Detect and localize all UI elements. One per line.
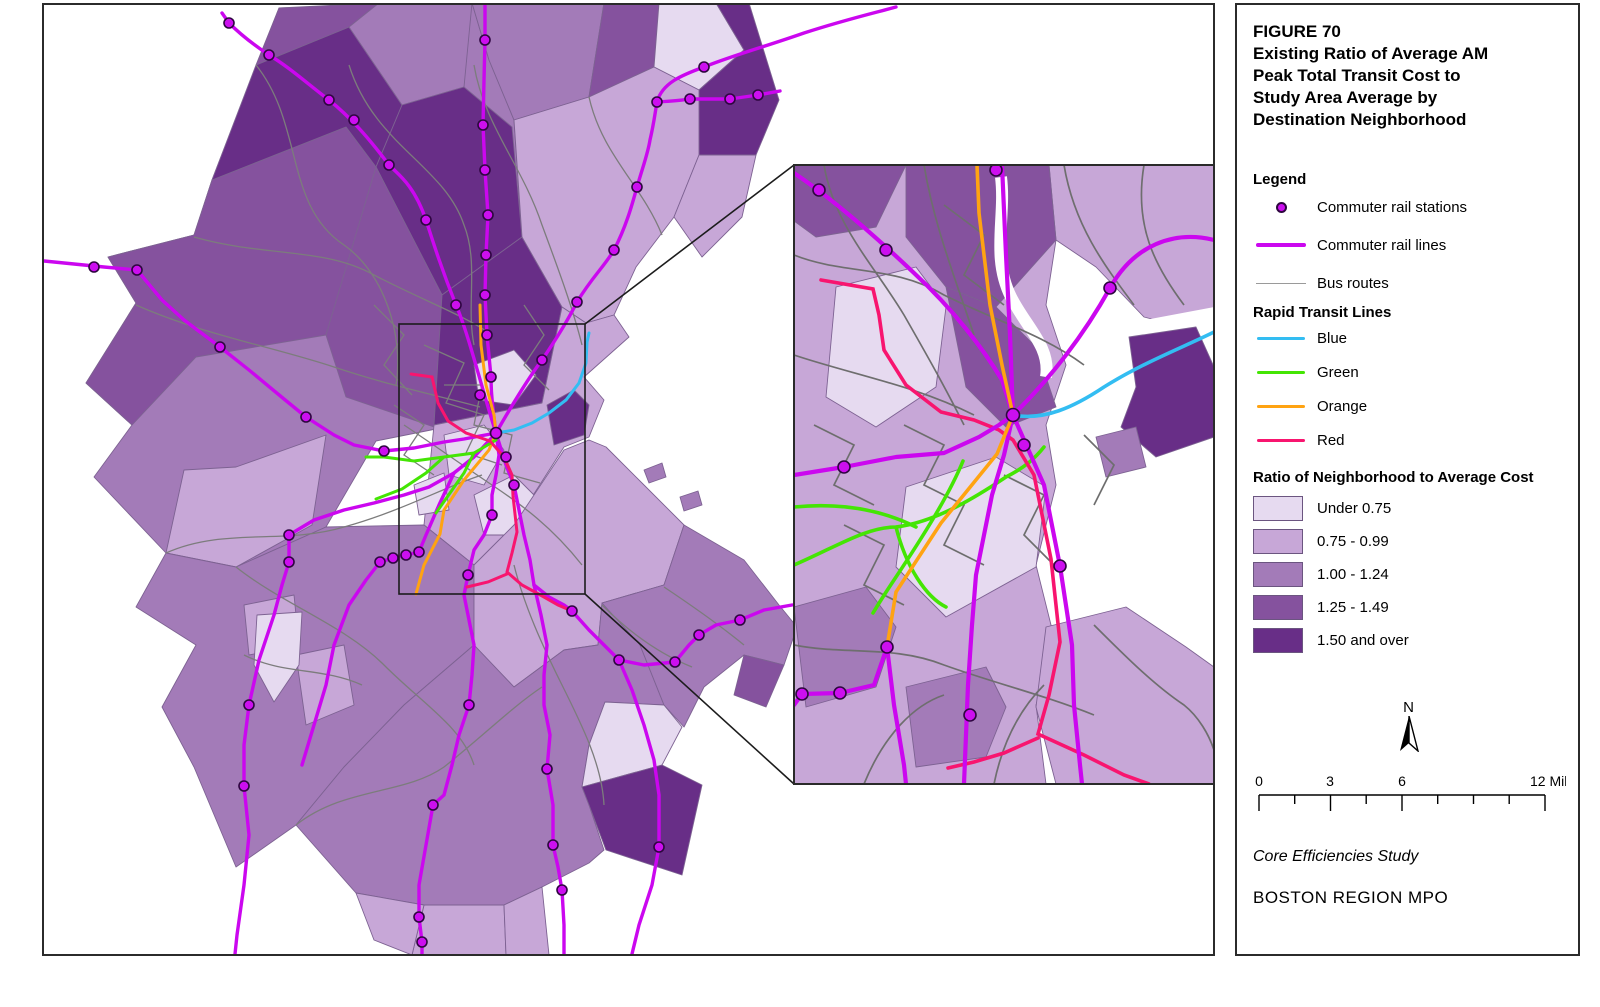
inset-connector-lines (584, 164, 795, 785)
ratio-class-under-075: Under 0.75 (1253, 492, 1564, 525)
scale-bar-ticks (1258, 794, 1546, 811)
north-label: N (1403, 699, 1414, 716)
inset-border (793, 164, 1213, 785)
ratio-class-label: 1.50 and over (1317, 632, 1409, 649)
ratio-swatch (1253, 496, 1303, 521)
agency-name: BOSTON REGION MPO (1253, 888, 1449, 907)
legend-item-label: Bus routes (1317, 274, 1389, 292)
figure-title-line-2: Peak Total Transit Cost to (1253, 66, 1461, 85)
red-line-icon (1257, 438, 1305, 442)
rapid-transit-label: Orange (1317, 397, 1368, 415)
main-map-frame (42, 3, 1215, 956)
ratio-class-label: 1.00 - 1.24 (1317, 566, 1389, 583)
figure-number: FIGURE 70 (1253, 22, 1341, 41)
ratio-class-125-149: 1.25 - 1.49 (1253, 591, 1564, 624)
ratio-swatch (1253, 529, 1303, 554)
ratio-swatch (1253, 628, 1303, 653)
legend-item-label: Commuter rail stations (1317, 198, 1468, 216)
legend-item-commuter-rail-stations: Commuter rail stations (1253, 188, 1564, 226)
inset-map (794, 165, 1213, 784)
legend-item-bus-routes: Bus routes (1253, 264, 1564, 302)
ratio-header: Ratio of Neighborhood to Average Cost (1253, 469, 1534, 486)
main-map-canvas (44, 5, 1213, 954)
figure-title-line-1: Existing Ratio of Average AM (1253, 44, 1489, 63)
ratio-class-150-over: 1.50 and over (1253, 624, 1564, 657)
ratio-swatch (1253, 562, 1303, 587)
rapid-transit-label: Green (1317, 363, 1359, 381)
ratio-class-label: 0.75 - 0.99 (1317, 533, 1389, 550)
scale-label-6: 6 (1398, 773, 1406, 789)
ratio-class-075-099: 0.75 - 0.99 (1253, 525, 1564, 558)
scale-label-12-miles: 12 Miles (1530, 773, 1566, 789)
legend-item-commuter-rail-lines: Commuter rail lines (1253, 226, 1564, 264)
ratio-class-100-124: 1.00 - 1.24 (1253, 558, 1564, 591)
figure-title-line-3: Study Area Average by (1253, 88, 1438, 107)
legend-item-orange-line: Orange (1253, 389, 1564, 423)
legend-item-green-line: Green (1253, 355, 1564, 389)
scale-bar: 0 3 6 12 Miles (1255, 773, 1582, 811)
bus-routes-layer (135, 64, 745, 826)
locator-rectangle (398, 323, 586, 595)
north-arrow: N (1253, 699, 1564, 757)
legend-item-label: Commuter rail lines (1317, 236, 1447, 254)
station-dot-icon (1275, 201, 1287, 213)
inset-stations (795, 165, 1117, 722)
blue-line-icon (1257, 336, 1305, 340)
study-name: Core Efficiencies Study (1253, 848, 1419, 865)
ratio-swatch (1253, 595, 1303, 620)
ratio-class-label: Under 0.75 (1317, 500, 1392, 517)
rapid-transit-layer (364, 303, 591, 613)
legend-item-blue-line: Blue (1253, 321, 1564, 355)
commuter-rail-line-icon (1256, 243, 1306, 247)
scale-label-0: 0 (1255, 773, 1263, 789)
figure-title-line-4: Destination Neighborhood (1253, 110, 1467, 129)
legend-item-red-line: Red (1253, 423, 1564, 457)
scale-label-3: 3 (1326, 773, 1334, 789)
rapid-transit-label: Blue (1317, 329, 1348, 347)
stations-layer (88, 17, 764, 948)
inset-bus-routes (794, 165, 1213, 784)
legend-panel: FIGURE 70 Existing Ratio of Average AM P… (1235, 3, 1582, 956)
legend-header: Legend (1253, 171, 1307, 188)
rapid-transit-label: Red (1317, 431, 1345, 449)
bus-route-line-icon (1256, 282, 1306, 284)
choropleth-layer (85, 5, 798, 954)
green-line-icon (1257, 370, 1305, 374)
ratio-class-label: 1.25 - 1.49 (1317, 599, 1389, 616)
orange-line-icon (1257, 404, 1305, 408)
rapid-transit-header: Rapid Transit Lines (1253, 304, 1392, 321)
north-arrow-icon (1399, 715, 1419, 754)
